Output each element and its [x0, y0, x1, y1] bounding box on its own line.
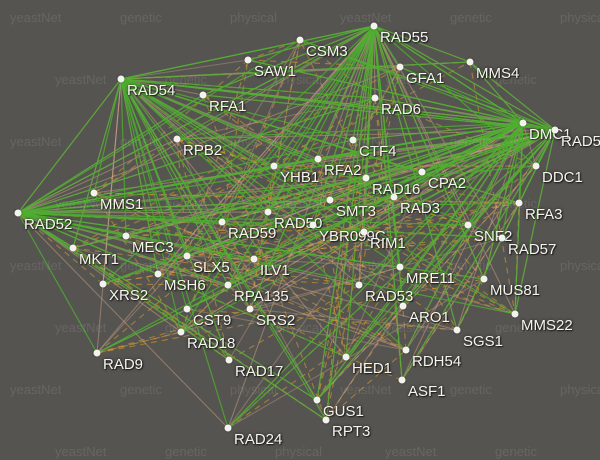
node-circle-mms4[interactable] — [467, 59, 474, 66]
node-circle-yhb1[interactable] — [271, 163, 278, 170]
edge-rpa135-mkt1 — [73, 248, 228, 285]
node-circle-rad24[interactable] — [225, 425, 232, 432]
node-circle-snf2[interactable] — [465, 222, 472, 229]
node-circle-smt3[interactable] — [327, 197, 334, 204]
edges-svg — [0, 0, 600, 460]
node-circle-rad51[interactable] — [552, 127, 559, 134]
edge-dmc1-xrs2 — [103, 123, 523, 284]
node-circle-mec3[interactable] — [123, 233, 130, 240]
node-circle-rpt3[interactable] — [323, 417, 330, 424]
node-circle-mms1[interactable] — [91, 190, 98, 197]
node-circle-csm3[interactable] — [297, 37, 304, 44]
edge-mus81-rad24 — [228, 279, 484, 428]
node-circle-rpb2[interactable] — [174, 136, 181, 143]
node-circle-ddc1[interactable] — [533, 163, 540, 170]
edge-dmc1-gfa1 — [400, 67, 523, 123]
node-circle-rad9[interactable] — [94, 350, 101, 357]
node-circle-rad52[interactable] — [15, 210, 22, 217]
node-circle-rpa135[interactable] — [225, 282, 232, 289]
node-circle-rdh54[interactable] — [403, 347, 410, 354]
node-circle-rfa1[interactable] — [200, 92, 207, 99]
node-circle-rad18[interactable] — [178, 329, 185, 336]
node-circle-rad16[interactable] — [363, 175, 370, 182]
node-circle-rad59[interactable] — [219, 219, 226, 226]
node-circle-gus1[interactable] — [314, 397, 321, 404]
node-circle-cst9[interactable] — [184, 306, 191, 313]
node-circle-rfa2[interactable] — [315, 156, 322, 163]
node-circle-mus81[interactable] — [481, 276, 488, 283]
node-circle-xrs2[interactable] — [100, 281, 107, 288]
node-circle-rad17[interactable] — [226, 357, 233, 364]
node-circle-rad50[interactable] — [265, 209, 272, 216]
node-circle-ilv1[interactable] — [251, 256, 258, 263]
node-circle-rfa3[interactable] — [516, 200, 523, 207]
node-circle-mre11[interactable] — [397, 264, 404, 271]
node-circle-mms22[interactable] — [512, 311, 519, 318]
node-circle-rad57[interactable] — [499, 235, 506, 242]
node-circle-srs2[interactable] — [247, 306, 254, 313]
node-circle-sgs1[interactable] — [454, 327, 461, 334]
node-circle-gfa1[interactable] — [397, 64, 404, 71]
node-circle-rad3[interactable] — [391, 194, 398, 201]
node-circle-dmc1[interactable] — [520, 120, 527, 127]
node-circle-rad6[interactable] — [372, 95, 379, 102]
edge-rad52-rad9 — [18, 213, 97, 353]
edge-rad51-csm3 — [300, 40, 555, 130]
node-circle-rad54[interactable] — [118, 76, 125, 83]
node-circle-cpa2[interactable] — [419, 169, 426, 176]
node-circle-ctf4[interactable] — [350, 137, 357, 144]
node-circle-aro1[interactable] — [400, 303, 407, 310]
node-circle-hed1[interactable] — [343, 354, 350, 361]
node-circle-mkt1[interactable] — [70, 245, 77, 252]
node-circle-rad55[interactable] — [371, 23, 378, 30]
network-graph-canvas: yeastNet genetic physical yeastNet genetic ph… — [0, 0, 600, 460]
node-circle-ybr099c[interactable] — [310, 222, 317, 229]
node-circle-msh6[interactable] — [155, 271, 162, 278]
node-circle-saw1[interactable] — [245, 57, 252, 64]
node-circle-slx5[interactable] — [184, 253, 191, 260]
node-circle-rim1[interactable] — [361, 229, 368, 236]
node-circle-asf1[interactable] — [399, 377, 406, 384]
node-circle-rad53[interactable] — [356, 282, 363, 289]
